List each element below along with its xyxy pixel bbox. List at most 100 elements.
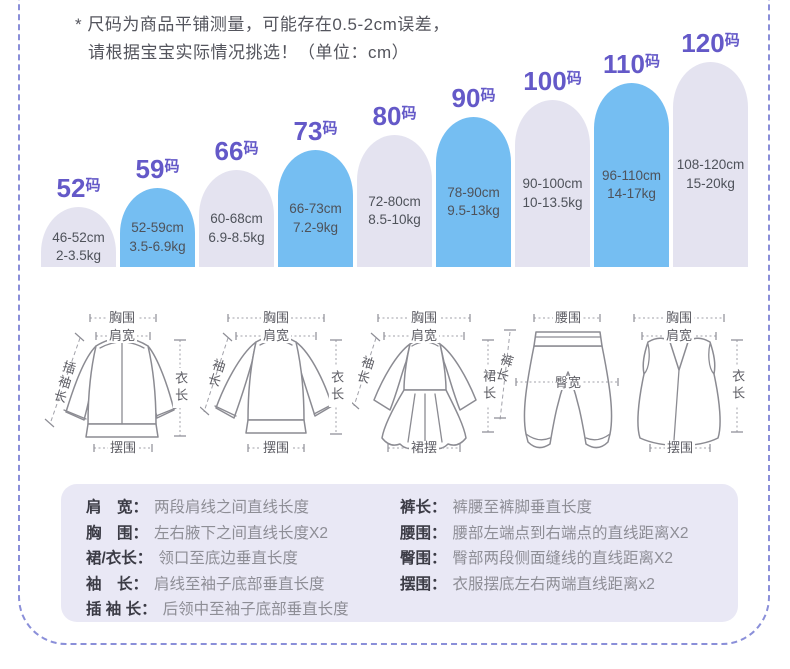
legend-term: 肩 宽： [86, 499, 149, 516]
size-col-90: 90码 78-90cm 9.5-13kg [436, 85, 511, 267]
size-col-100: 100码 90-100cm 10-13.5kg [515, 68, 590, 267]
size-bar: 108-120cm 15-20kg [673, 62, 748, 267]
legend-term: 袖 长： [86, 575, 149, 593]
weight-range: 9.5-13kg [447, 203, 500, 218]
legend-term: 臀围： [400, 550, 447, 568]
legend-row: 摆围： 衣服摆底左右两端直线距离x2 [400, 572, 688, 598]
size-bar: 72-80cm 8.5-10kg [357, 135, 432, 267]
weight-range: 2-3.5kg [55, 248, 102, 263]
size-title: 100码 [523, 66, 582, 96]
pants-waist-label: 腰围 [552, 310, 584, 326]
weight-range: 14-17kg [607, 186, 656, 201]
legend-term: 胸 围： [86, 524, 149, 542]
dress-chest-label: 胸围 [408, 310, 440, 326]
legend-desc: 肩线至袖子底部垂直长度 [154, 575, 325, 593]
height-range: 72-80cm [368, 193, 421, 209]
legend-row: 臀围： 臀部两段侧面缝线的直线距离X2 [400, 546, 688, 572]
size-bar: 66-73cm 7.2-9kg [278, 150, 353, 267]
height-range: 96-110cm [601, 167, 662, 183]
legend-left-column: 肩 宽： 两段肩线之间直线长度 胸 围： 左右腋下之间直线长度X2 裙/衣长： 领口至… [86, 495, 349, 623]
size-title: 120码 [681, 28, 740, 58]
size-col-73: 73码 66-73cm 7.2-9kg [278, 118, 353, 267]
legend-term: 插 袖 长： [86, 601, 157, 619]
sweater-chest-label: 胸围 [260, 310, 292, 326]
dress-drawing [352, 314, 494, 452]
size-col-110: 110码 96-110cm 14-17kg [594, 51, 669, 267]
diagram-vest: 胸围 肩宽 衣长 摆围 [622, 302, 772, 467]
sweater-length-label: 衣长 [328, 367, 344, 407]
weight-range: 3.5-6.9kg [129, 238, 186, 254]
legend-desc: 衣服摆底左右两端直线距离x2 [452, 575, 655, 593]
diagram-dress: 胸围 肩宽 袖长 裙长 裙摆 [352, 302, 504, 467]
height-range: 46-52cm [52, 229, 105, 245]
legend-row: 裤长： 裤腰至裤脚垂直长度 [400, 495, 688, 521]
size-bar: 46-52cm 2-3.5kg [41, 207, 116, 267]
size-bar: 78-90cm 9.5-13kg [436, 117, 511, 267]
diagram-pants: 腰围 臀宽 裤长 [488, 302, 633, 467]
weight-range: 10-13.5kg [522, 194, 583, 210]
dress-shoulder-label: 肩宽 [408, 328, 440, 344]
vest-hem-label: 摆围 [664, 440, 696, 456]
dress-length-label: 裙长 [480, 366, 496, 406]
measurement-legend-panel: 肩 宽： 两段肩线之间直线长度 胸 围： 左右腋下之间直线长度X2 裙/衣长： 领口至… [61, 484, 738, 622]
legend-desc: 臀部两段侧面缝线的直线距离X2 [452, 550, 673, 568]
legend-term: 腰围： [400, 524, 447, 542]
size-bar: 52-59cm 3.5-6.9kg [120, 188, 195, 267]
legend-desc: 领口至底边垂直长度 [158, 550, 298, 568]
legend-right-column: 裤长： 裤腰至裤脚垂直长度 腰围： 腰部左端点到右端点的直线距离X2 臀围： 臀部两段… [400, 495, 688, 597]
jacket-drawing [44, 314, 186, 452]
note-line-1: * 尺码为商品平铺测量，可能存在0.5-2cm误差， [75, 15, 450, 34]
legend-row: 袖 长： 肩线至袖子底部垂直长度 [86, 572, 349, 598]
weight-range: 7.2-9kg [292, 219, 339, 235]
legend-term: 裤长： [400, 499, 447, 516]
height-range: 78-90cm [447, 184, 500, 200]
legend-desc: 腰部左端点到右端点的直线距离X2 [452, 524, 689, 542]
legend-row: 肩 宽： 两段肩线之间直线长度 [86, 495, 349, 521]
size-bar-chart: 52码 46-52cm 2-3.5kg 59码 52-59cm 3.5-6.9k… [41, 25, 748, 267]
size-col-80: 80码 72-80cm 8.5-10kg [357, 103, 432, 267]
jacket-hem-label: 摆围 [107, 440, 139, 456]
height-range: 66-73cm [289, 201, 342, 217]
dress-hem-label: 裙摆 [408, 440, 440, 456]
sweater-hem-label: 摆围 [260, 440, 292, 456]
legend-row: 腰围： 腰部左端点到右端点的直线距离X2 [400, 521, 688, 547]
jacket-chest-label: 胸围 [106, 310, 138, 326]
size-title: 73码 [293, 116, 338, 146]
size-bar: 60-68cm 6.9-8.5kg [199, 170, 274, 267]
size-title: 59码 [135, 154, 180, 184]
vest-chest-label: 胸围 [663, 310, 695, 326]
legend-row: 插 袖 长： 后领中至袖子底部垂直长度 [86, 597, 349, 623]
legend-desc: 左右腋下之间直线长度X2 [154, 524, 328, 542]
legend-term: 摆围： [400, 575, 447, 593]
size-col-52: 52码 46-52cm 2-3.5kg [41, 175, 116, 267]
size-title: 52码 [56, 173, 101, 203]
legend-row: 胸 围： 左右腋下之间直线长度X2 [86, 521, 349, 547]
height-range: 108-120cm [676, 157, 745, 173]
size-title: 80码 [372, 101, 417, 131]
size-title: 90码 [451, 83, 496, 113]
legend-desc: 裤腰至裤脚垂直长度 [452, 499, 593, 516]
size-col-59: 59码 52-59cm 3.5-6.9kg [120, 156, 195, 267]
weight-range: 8.5-10kg [368, 212, 421, 227]
pants-hip-label: 臀宽 [552, 375, 584, 391]
size-title: 66码 [214, 136, 259, 166]
sweater-shoulder-label: 肩宽 [260, 328, 292, 344]
note-line-2: 请根据宝宝实际情况挑选！（单位：cm） [88, 42, 410, 62]
vest-drawing [633, 314, 743, 452]
weight-range: 15-20kg [686, 175, 735, 191]
height-range: 90-100cm [522, 176, 583, 192]
size-title: 110码 [603, 49, 660, 79]
vest-length-label: 衣长 [729, 366, 745, 406]
vest-shoulder-label: 肩宽 [663, 328, 695, 344]
dashed-border-frame [18, 0, 770, 645]
jacket-shoulder-label: 肩宽 [106, 328, 138, 344]
height-range: 60-68cm [210, 211, 263, 227]
size-bar: 90-100cm 10-13.5kg [515, 100, 590, 267]
diagram-sweater: 胸围 肩宽 袖长 衣长 摆围 [200, 302, 355, 467]
legend-row: 裙/衣长： 领口至底边垂直长度 [86, 546, 349, 572]
diagram-jacket: 胸围 肩宽 插袖长 衣长 摆围 [30, 302, 205, 467]
jacket-length-label: 衣长 [172, 368, 188, 408]
measurement-note: * 尺码为商品平铺测量，可能存在0.5-2cm误差， 请根据宝宝实际情况挑选！（… [75, 11, 450, 66]
size-col-66: 66码 60-68cm 6.9-8.5kg [199, 138, 274, 267]
